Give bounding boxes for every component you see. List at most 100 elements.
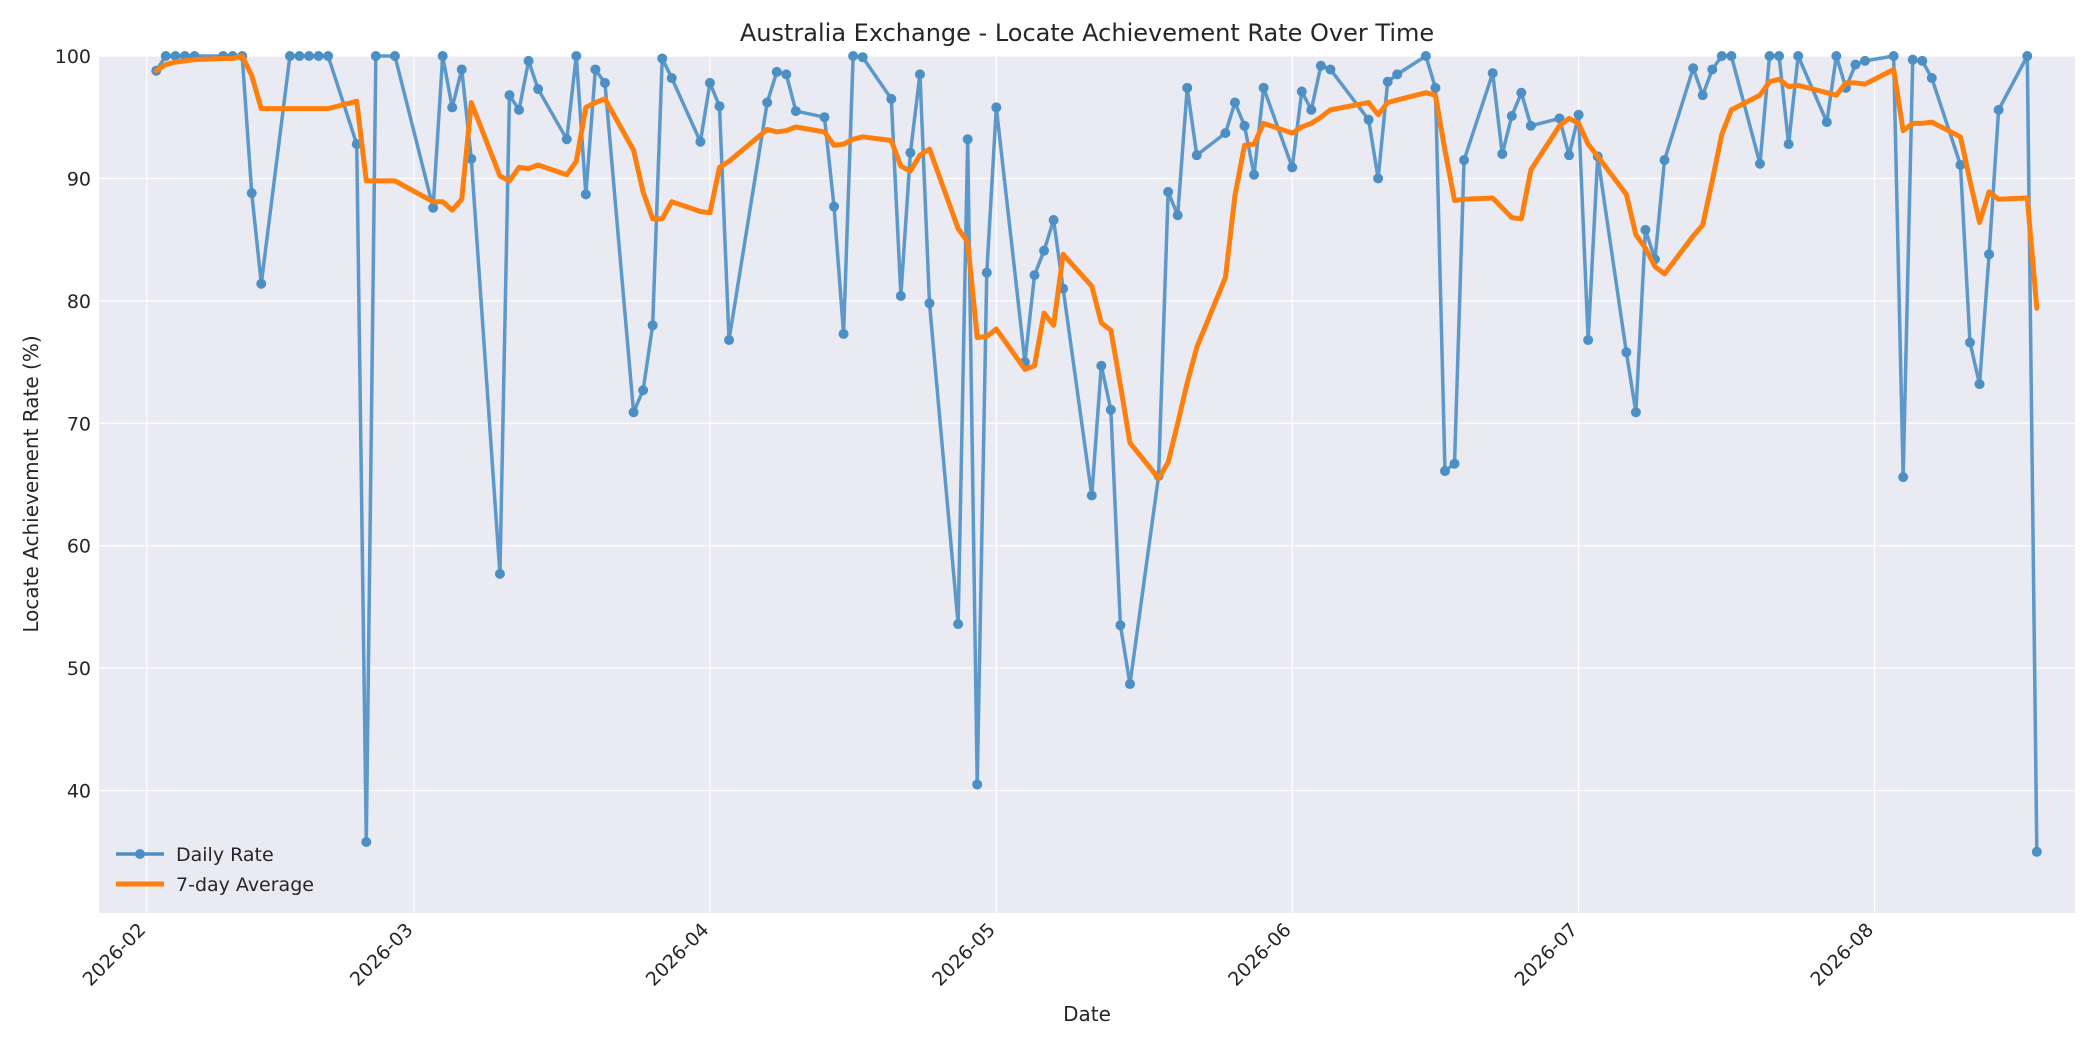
y-tick-label: 40 xyxy=(67,781,91,803)
daily-rate-point xyxy=(1220,128,1231,139)
daily-rate-point xyxy=(1525,120,1536,131)
daily-rate-point xyxy=(437,51,448,61)
daily-rate-point xyxy=(695,136,706,147)
daily-rate-point xyxy=(1917,55,1928,66)
seven-day-average-line xyxy=(153,53,2040,481)
daily-rate-point xyxy=(1898,472,1909,483)
daily-rate-point xyxy=(895,290,906,301)
daily-rate-point xyxy=(1249,169,1260,180)
daily-rate-point xyxy=(1258,82,1269,93)
daily-rate-point xyxy=(819,112,830,123)
daily-rate-point xyxy=(1420,51,1431,61)
daily-rate-point xyxy=(1754,158,1765,169)
daily-rate-point xyxy=(1487,68,1498,79)
y-tick-label: 50 xyxy=(67,658,91,680)
daily-rate-point xyxy=(1516,87,1527,98)
daily-rate-point xyxy=(1239,120,1250,131)
daily-rate-point xyxy=(762,97,773,108)
daily-rate-point xyxy=(1191,150,1202,161)
daily-rate-point xyxy=(1287,162,1298,173)
daily-rate-point xyxy=(628,407,639,418)
y-tick-label: 70 xyxy=(67,413,91,435)
gridlines xyxy=(99,55,2075,913)
daily-rate-point xyxy=(294,51,305,61)
x-tick-label: 2026-08 xyxy=(1806,919,1878,991)
legend-daily-marker-swatch xyxy=(135,849,145,859)
daily-rate-point xyxy=(857,52,868,63)
daily-rate-point xyxy=(514,104,525,115)
daily-rate-point xyxy=(1182,82,1193,93)
x-tick-label: 2026-03 xyxy=(346,919,418,991)
daily-rate-point xyxy=(313,51,324,61)
daily-rate-point xyxy=(160,51,171,61)
daily-rate-point xyxy=(246,188,257,199)
daily-rate-point xyxy=(590,64,601,75)
daily-rate-point xyxy=(829,201,840,212)
daily-rate-point xyxy=(1831,51,1842,61)
daily-rate-point xyxy=(1726,51,1737,61)
daily-rate-point xyxy=(323,51,334,61)
daily-rate-point xyxy=(1688,63,1699,74)
daily-rate-point xyxy=(962,134,973,145)
daily-rate-point xyxy=(1449,458,1460,469)
daily-rate-point xyxy=(1506,110,1517,121)
daily-rate-point xyxy=(1497,148,1508,159)
chart-title: Australia Exchange - Locate Achievement … xyxy=(740,19,1434,47)
daily-rate-point xyxy=(1115,620,1126,631)
daily-rate-point xyxy=(1229,97,1240,108)
daily-rate-point xyxy=(1573,109,1584,120)
legend: Daily Rate 7-day Average xyxy=(116,844,314,896)
daily-rate-point xyxy=(1764,51,1775,61)
daily-rate-point xyxy=(1774,51,1785,61)
daily-rate-point xyxy=(1296,86,1307,97)
daily-rate-point xyxy=(256,278,267,289)
x-tick-label: 2026-04 xyxy=(642,919,714,991)
daily-rate-point xyxy=(361,836,372,847)
daily-rate-point xyxy=(456,64,467,75)
daily-rate-point xyxy=(1697,90,1708,101)
x-tick-label: 2026-06 xyxy=(1224,919,1296,991)
legend-average-label: 7-day Average xyxy=(176,874,314,896)
daily-rate-point xyxy=(533,84,544,95)
daily-rate-point xyxy=(1315,60,1326,71)
daily-rate-point xyxy=(1993,104,2004,115)
daily-rate-point xyxy=(1048,215,1059,226)
daily-rate-point xyxy=(1793,51,1804,61)
daily-rate-point xyxy=(1029,270,1040,281)
daily-rate-point xyxy=(1373,173,1384,184)
y-tick-label: 100 xyxy=(55,46,91,68)
daily-rate-point xyxy=(1583,335,1594,346)
x-tick-labels: 2026-02 2026-03 2026-04 2026-05 2026-06 2026-… xyxy=(79,919,1879,991)
daily-rate-point xyxy=(781,69,792,80)
daily-rate-point xyxy=(1382,76,1393,87)
daily-rate-point xyxy=(638,385,649,396)
daily-rate-point xyxy=(1392,69,1403,80)
daily-rate-point xyxy=(1640,224,1651,235)
daily-rate-point xyxy=(647,320,658,331)
y-tick-label: 90 xyxy=(67,168,91,190)
x-tick-label: 2026-02 xyxy=(79,919,151,991)
daily-rate-point xyxy=(991,102,1002,113)
y-tick-labels: 40 50 60 70 80 90 100 xyxy=(55,46,91,803)
x-tick-label: 2026-07 xyxy=(1510,919,1582,991)
daily-rate-point xyxy=(914,69,925,80)
daily-rate-point xyxy=(838,328,849,339)
daily-rate-point xyxy=(1955,159,1966,170)
daily-rate-point xyxy=(1564,150,1575,161)
daily-rate-point xyxy=(1172,210,1183,221)
daily-rate-point xyxy=(523,55,534,66)
daily-rate-point xyxy=(1850,59,1861,70)
daily-rate-point xyxy=(1459,155,1470,166)
y-tick-label: 80 xyxy=(67,291,91,313)
daily-rate-point xyxy=(494,568,505,579)
daily-rate-point xyxy=(2031,846,2042,857)
daily-rate-point xyxy=(504,90,515,101)
series-layer xyxy=(151,51,2042,857)
daily-rate-point xyxy=(370,51,381,61)
y-axis-label: Locate Achievement Rate (%) xyxy=(19,335,43,632)
daily-rate-point xyxy=(561,134,572,145)
daily-rate-point xyxy=(1105,404,1116,415)
daily-rate-point xyxy=(170,51,181,61)
daily-rate-point xyxy=(905,147,916,158)
